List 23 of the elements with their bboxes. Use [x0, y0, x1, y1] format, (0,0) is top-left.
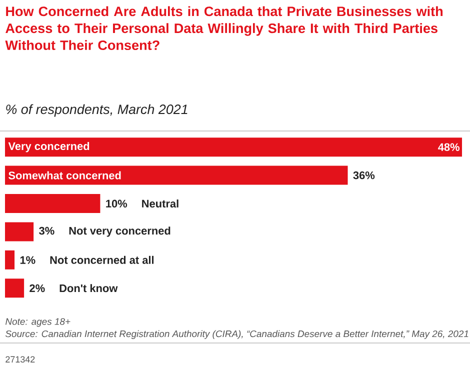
y-tick-label: Neutral: [142, 199, 178, 208]
y-tick-label: Not concerned at all: [50, 256, 154, 264]
data-label: 36%: [353, 171, 375, 180]
text: Note: ages 18+: [6, 318, 70, 327]
data-label: 1%: [20, 256, 36, 264]
y-tick-label: Don't know: [60, 284, 118, 292]
source-note: Source: Canadian Internet Registration Authority (CIRA), “Canadians Deserve a Better Internet,” May 26, 2021: [5, 330, 468, 340]
bar: [5, 278, 24, 298]
data-label: 48%: [438, 143, 460, 151]
bar: [5, 250, 15, 270]
chart-title: How Concerned Are Adults in Canada that Private Businesses with Access to Their Personal Data Willingly Share It with Third Parties Without Their Consent?: [5, 6, 443, 50]
bar: [5, 166, 348, 185]
text: 271342: [6, 356, 35, 363]
data-label: 3%: [39, 226, 54, 235]
y-tick-label: Somewhat concerned: [8, 171, 121, 180]
y-tick-label: Not very concerned: [69, 226, 170, 237]
data-label: 10%: [106, 200, 128, 208]
bar: [5, 222, 34, 242]
y-tick-label: Very concerned: [8, 142, 90, 152]
data-label: 2%: [30, 284, 45, 292]
chart-subtitle: % of respondents, March 2021: [6, 104, 188, 117]
bar: [5, 194, 100, 214]
bar: [5, 138, 462, 157]
